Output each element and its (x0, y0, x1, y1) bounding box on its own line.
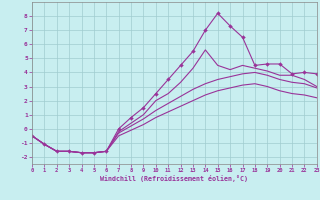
X-axis label: Windchill (Refroidissement éolien,°C): Windchill (Refroidissement éolien,°C) (100, 175, 248, 182)
